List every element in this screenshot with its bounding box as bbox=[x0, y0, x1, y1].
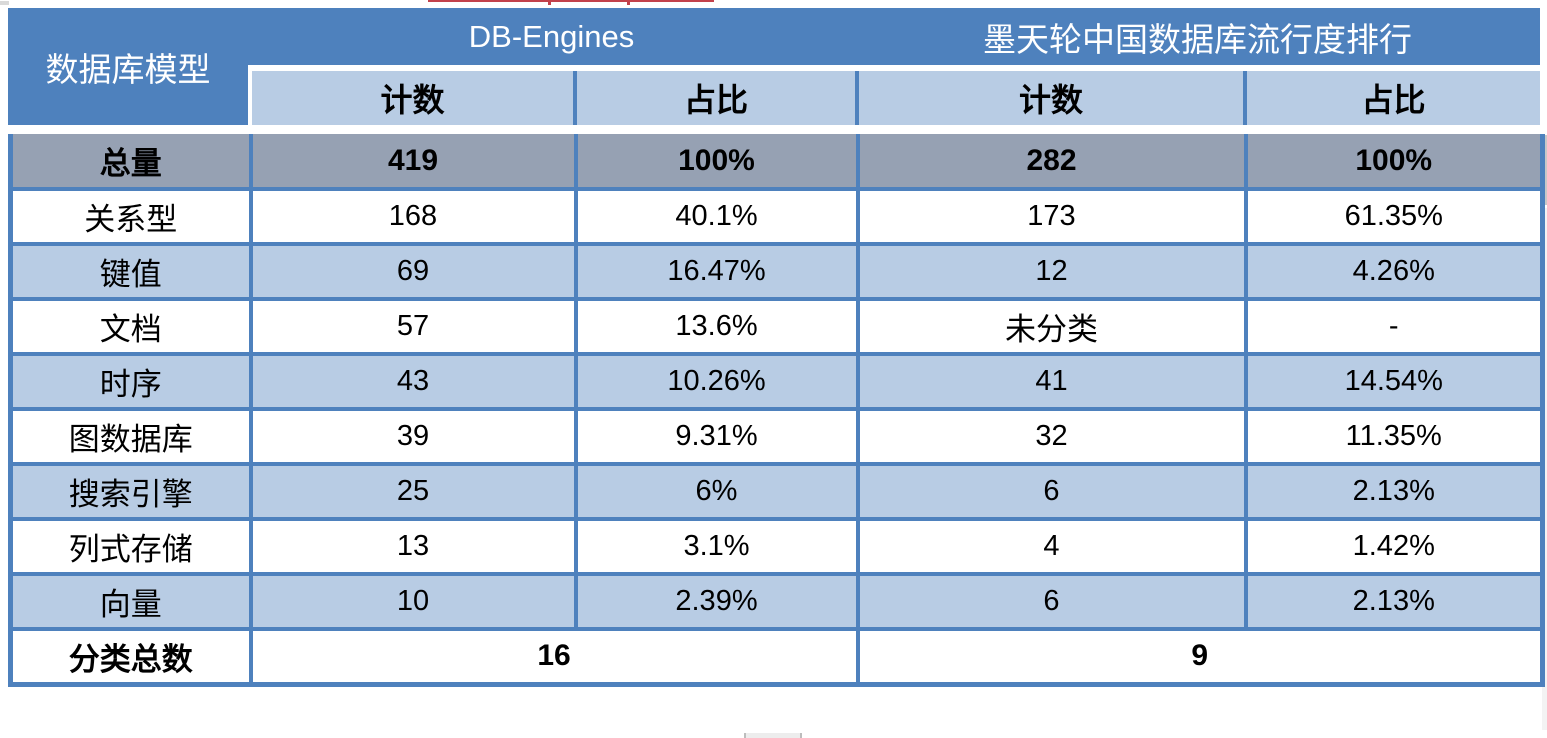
cell-mt-category-total: 9 bbox=[855, 627, 1545, 686]
header-group-motianlun: 墨天轮中国数据库流行度排行 bbox=[855, 8, 1540, 65]
cell-label: 键值 bbox=[8, 242, 253, 301]
database-model-comparison-table: 数据库模型 DB-Engines 墨天轮中国数据库流行度排行 计数 占比 计数 … bbox=[8, 8, 1545, 687]
artifact-bottom-chip bbox=[744, 733, 802, 738]
cell-db-count: 43 bbox=[248, 352, 578, 411]
data-table: 总量 419 100% 282 100% 关系型 168 40.1% 173 6… bbox=[8, 134, 1545, 687]
subheader-mt-pct: 占比 bbox=[1243, 71, 1540, 125]
cell-db-category-total: 16 bbox=[248, 627, 860, 686]
cell-mt-count: 4 bbox=[855, 517, 1248, 576]
row-key-value: 键值 69 16.47% 12 4.26% bbox=[8, 242, 1545, 301]
cell-db-pct: 2.39% bbox=[573, 572, 860, 631]
cell-db-count: 168 bbox=[248, 187, 578, 246]
cell-db-pct: 10.26% bbox=[573, 352, 860, 411]
cell-mt-count: 32 bbox=[855, 407, 1248, 466]
cell-db-pct: 9.31% bbox=[573, 407, 860, 466]
cell-db-count: 25 bbox=[248, 462, 578, 521]
row-vector: 向量 10 2.39% 6 2.13% bbox=[8, 572, 1545, 631]
row-relational: 关系型 168 40.1% 173 61.35% bbox=[8, 187, 1545, 246]
table-header: 数据库模型 DB-Engines 墨天轮中国数据库流行度排行 计数 占比 计数 … bbox=[8, 8, 1540, 134]
cell-db-pct: 3.1% bbox=[573, 517, 860, 576]
cell-label: 时序 bbox=[8, 352, 253, 411]
row-time-series: 时序 43 10.26% 41 14.54% bbox=[8, 352, 1545, 411]
cell-mt-count: 41 bbox=[855, 352, 1248, 411]
cell-label: 向量 bbox=[8, 572, 253, 631]
cell-db-count: 69 bbox=[248, 242, 578, 301]
cell-mt-count: 未分类 bbox=[855, 297, 1248, 356]
cell-label: 总量 bbox=[8, 134, 253, 191]
header-group-db-engines: DB-Engines bbox=[248, 8, 855, 65]
cell-mt-pct: 2.13% bbox=[1243, 462, 1545, 521]
cell-db-count: 13 bbox=[248, 517, 578, 576]
cell-label: 列式存储 bbox=[8, 517, 253, 576]
cell-db-pct: 13.6% bbox=[573, 297, 860, 356]
artifact-corner-chip bbox=[0, 1, 9, 5]
row-document: 文档 57 13.6% 未分类 - bbox=[8, 297, 1545, 356]
row-graph: 图数据库 39 9.31% 32 11.35% bbox=[8, 407, 1545, 466]
cell-mt-count: 6 bbox=[855, 572, 1248, 631]
cell-mt-count: 282 bbox=[855, 134, 1248, 191]
cell-db-pct: 40.1% bbox=[573, 187, 860, 246]
cell-mt-count: 12 bbox=[855, 242, 1248, 301]
cell-label: 搜索引擎 bbox=[8, 462, 253, 521]
subheader-db-count: 计数 bbox=[248, 71, 573, 125]
cell-label: 文档 bbox=[8, 297, 253, 356]
artifact-red-tick bbox=[627, 0, 630, 5]
cell-db-pct: 16.47% bbox=[573, 242, 860, 301]
cell-mt-count: 6 bbox=[855, 462, 1248, 521]
subheader-mt-count: 计数 bbox=[855, 71, 1243, 125]
cell-label: 关系型 bbox=[8, 187, 253, 246]
cell-mt-pct: 2.13% bbox=[1243, 572, 1545, 631]
cell-db-count: 419 bbox=[248, 134, 578, 191]
artifact-red-tick bbox=[548, 0, 551, 5]
cell-mt-pct: 61.35% bbox=[1243, 187, 1545, 246]
row-category-total: 分类总数 16 9 bbox=[8, 627, 1545, 686]
cell-db-count: 39 bbox=[248, 407, 578, 466]
header-model-cell: 数据库模型 bbox=[8, 8, 248, 125]
cell-mt-pct: - bbox=[1243, 297, 1545, 356]
cell-db-count: 10 bbox=[248, 572, 578, 631]
cell-mt-pct: 11.35% bbox=[1243, 407, 1545, 466]
cell-mt-pct: 1.42% bbox=[1243, 517, 1545, 576]
cell-db-pct: 100% bbox=[573, 134, 860, 191]
cell-mt-count: 173 bbox=[855, 187, 1248, 246]
cell-label: 分类总数 bbox=[8, 627, 253, 686]
row-search-engine: 搜索引擎 25 6% 6 2.13% bbox=[8, 462, 1545, 521]
row-total: 总量 419 100% 282 100% bbox=[8, 134, 1545, 191]
cell-db-pct: 6% bbox=[573, 462, 860, 521]
row-columnar: 列式存储 13 3.1% 4 1.42% bbox=[8, 517, 1545, 576]
subheader-db-pct: 占比 bbox=[573, 71, 855, 125]
cell-mt-pct: 14.54% bbox=[1243, 352, 1545, 411]
artifact-red-underline bbox=[428, 0, 714, 2]
cell-label: 图数据库 bbox=[8, 407, 253, 466]
cell-mt-pct: 100% bbox=[1243, 134, 1545, 191]
cell-db-count: 57 bbox=[248, 297, 578, 356]
cell-mt-pct: 4.26% bbox=[1243, 242, 1545, 301]
